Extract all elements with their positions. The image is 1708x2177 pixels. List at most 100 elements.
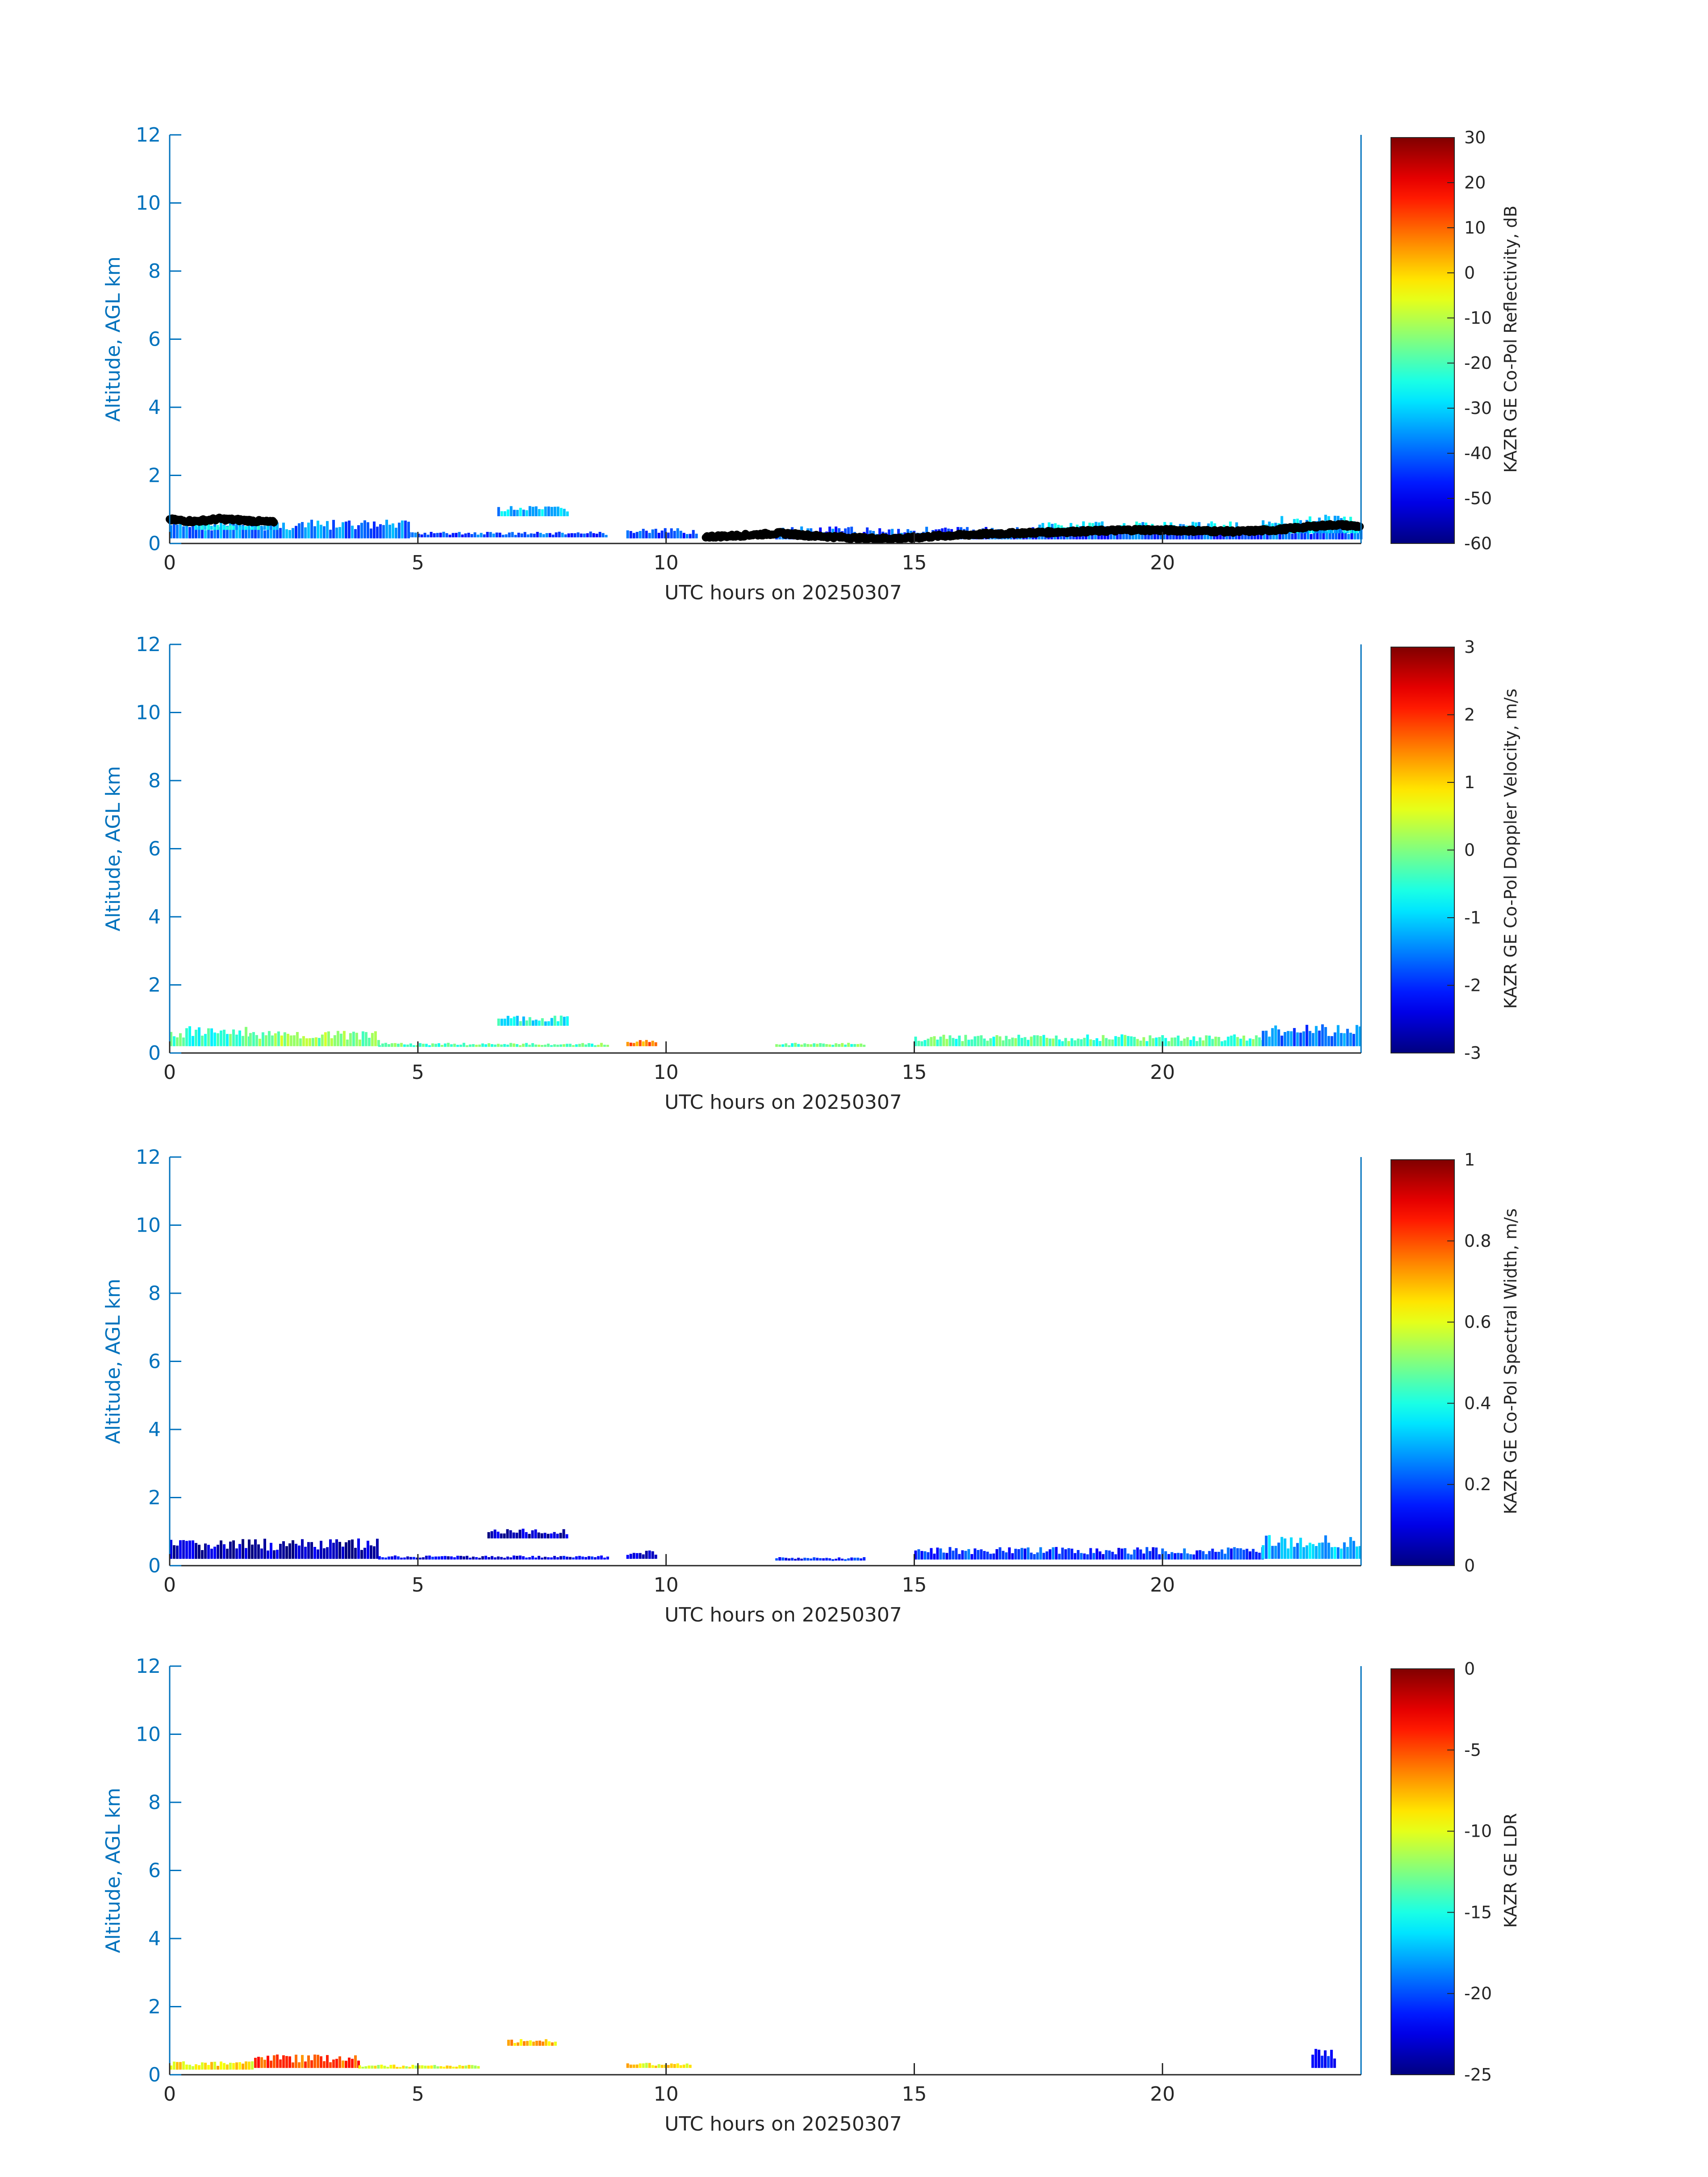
- data-cell: [989, 1554, 992, 1560]
- data-cell: [310, 2060, 313, 2068]
- data-cell: [526, 2041, 529, 2046]
- data-cell: [550, 1045, 553, 1047]
- data-cell: [528, 1534, 531, 1538]
- data-cell: [516, 2042, 519, 2046]
- data-cell: [176, 524, 179, 539]
- data-cell: [1219, 532, 1222, 539]
- data-cell: [835, 1043, 838, 1047]
- data-cell: [995, 1549, 998, 1560]
- data-cell: [977, 1036, 980, 1046]
- data-cell: [415, 1045, 418, 1047]
- data-cell: [213, 2061, 216, 2070]
- data-cell: [1094, 531, 1097, 539]
- data-cell: [213, 1546, 216, 1559]
- data-cell: [648, 533, 651, 539]
- data-cell: [1061, 1041, 1064, 1046]
- data-cell: [367, 1541, 369, 1559]
- colorbar-tick-label: -50: [1464, 489, 1492, 508]
- data-cell: [503, 511, 506, 516]
- data-cell: [553, 1556, 556, 1560]
- data-cell: [486, 532, 489, 538]
- data-cell: [1297, 527, 1300, 539]
- data-cell: [1095, 1038, 1098, 1046]
- data-cell: [589, 531, 592, 538]
- data-cell: [1135, 531, 1138, 539]
- data-cell: [484, 1044, 487, 1047]
- data-cell: [497, 1556, 500, 1560]
- data-cell: [538, 1020, 541, 1026]
- data-cell: [1182, 532, 1185, 539]
- data-cell: [298, 1545, 301, 1559]
- data-cell: [513, 1016, 516, 1026]
- data-cell: [806, 1558, 810, 1561]
- y-tick-label: 0: [148, 2064, 161, 2086]
- data-cell: [1316, 528, 1319, 539]
- data-cell: [593, 1557, 597, 1560]
- data-cell: [936, 1547, 939, 1560]
- data-cell: [1296, 1032, 1299, 1046]
- data-cell: [1055, 1035, 1058, 1046]
- data-cell: [338, 1542, 341, 1559]
- data-cell: [1242, 1550, 1245, 1560]
- data-cell: [559, 1044, 562, 1047]
- data-cell: [550, 1533, 553, 1538]
- data-cell: [542, 534, 545, 538]
- data-cell: [547, 2041, 551, 2046]
- data-cell: [1163, 532, 1166, 539]
- data-cell: [1280, 1036, 1283, 1046]
- x-tick-label: 20: [1150, 552, 1175, 574]
- x-tick-label: 0: [163, 1061, 176, 1084]
- data-cell: [251, 526, 254, 530]
- data-cell: [192, 2066, 194, 2070]
- data-cell: [1305, 1024, 1308, 1046]
- data-cell: [1261, 1545, 1265, 1559]
- data-cell: [418, 1558, 422, 1560]
- data-cell: [1274, 1546, 1277, 1559]
- data-cell: [645, 531, 648, 539]
- data-cell: [850, 526, 853, 539]
- data-cell: [1114, 1554, 1117, 1560]
- data-cell: [326, 521, 329, 539]
- data-cell: [1350, 530, 1353, 539]
- data-cell: [626, 1042, 629, 1046]
- data-cell: [955, 1548, 958, 1560]
- data-cell: [1164, 1551, 1167, 1560]
- data-cell: [179, 520, 182, 539]
- data-cell: [270, 1542, 272, 1559]
- data-cell: [1336, 1025, 1340, 1046]
- y-tick-label: 12: [136, 124, 161, 146]
- data-cell: [586, 533, 589, 538]
- data-cell: [351, 526, 354, 539]
- data-cell: [317, 520, 319, 539]
- data-cell: [418, 1043, 422, 1047]
- data-cell: [535, 1020, 538, 1026]
- data-cell: [850, 1044, 853, 1047]
- data-cell: [238, 1544, 241, 1559]
- data-cell: [515, 1556, 518, 1560]
- data-cell: [348, 520, 351, 539]
- data-cell: [632, 533, 635, 539]
- data-cell: [522, 510, 525, 516]
- data-cell: [354, 529, 357, 539]
- data-cell: [354, 2055, 357, 2068]
- data-cell: [229, 1542, 232, 1559]
- data-cell: [1027, 1547, 1030, 1560]
- data-cell: [603, 1045, 606, 1047]
- data-cell: [335, 1539, 338, 1559]
- data-cell: [525, 1043, 528, 1047]
- data-cell: [426, 535, 430, 538]
- data-cell: [654, 529, 657, 539]
- data-cell: [455, 533, 458, 538]
- data-cell: [170, 525, 172, 539]
- data-cell: [1070, 1548, 1073, 1560]
- data-cell: [477, 2066, 480, 2069]
- data-cell: [555, 532, 558, 538]
- data-cell: [1195, 1041, 1199, 1046]
- data-cell: [1265, 1031, 1268, 1046]
- data-cell: [348, 2057, 351, 2068]
- colorbar-gradient: [1391, 1668, 1455, 2075]
- data-cell: [522, 1044, 525, 1047]
- data-cell: [422, 1044, 425, 1047]
- data-cell: [487, 1557, 490, 1560]
- data-cell: [535, 2040, 538, 2046]
